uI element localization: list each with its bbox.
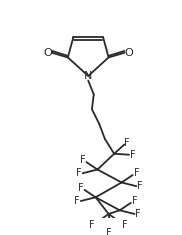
Text: F: F: [106, 227, 111, 235]
Text: F: F: [132, 196, 137, 206]
Text: O: O: [125, 48, 133, 58]
Text: N: N: [84, 71, 92, 81]
Text: F: F: [130, 150, 135, 160]
Text: F: F: [137, 181, 143, 191]
Text: F: F: [122, 220, 128, 230]
Text: F: F: [74, 196, 80, 206]
Text: O: O: [43, 48, 52, 58]
Text: F: F: [89, 220, 95, 230]
Text: F: F: [134, 168, 139, 178]
Text: F: F: [124, 138, 130, 148]
Text: F: F: [76, 168, 82, 178]
Text: F: F: [135, 209, 141, 219]
Text: F: F: [80, 155, 86, 165]
Text: F: F: [78, 183, 84, 193]
